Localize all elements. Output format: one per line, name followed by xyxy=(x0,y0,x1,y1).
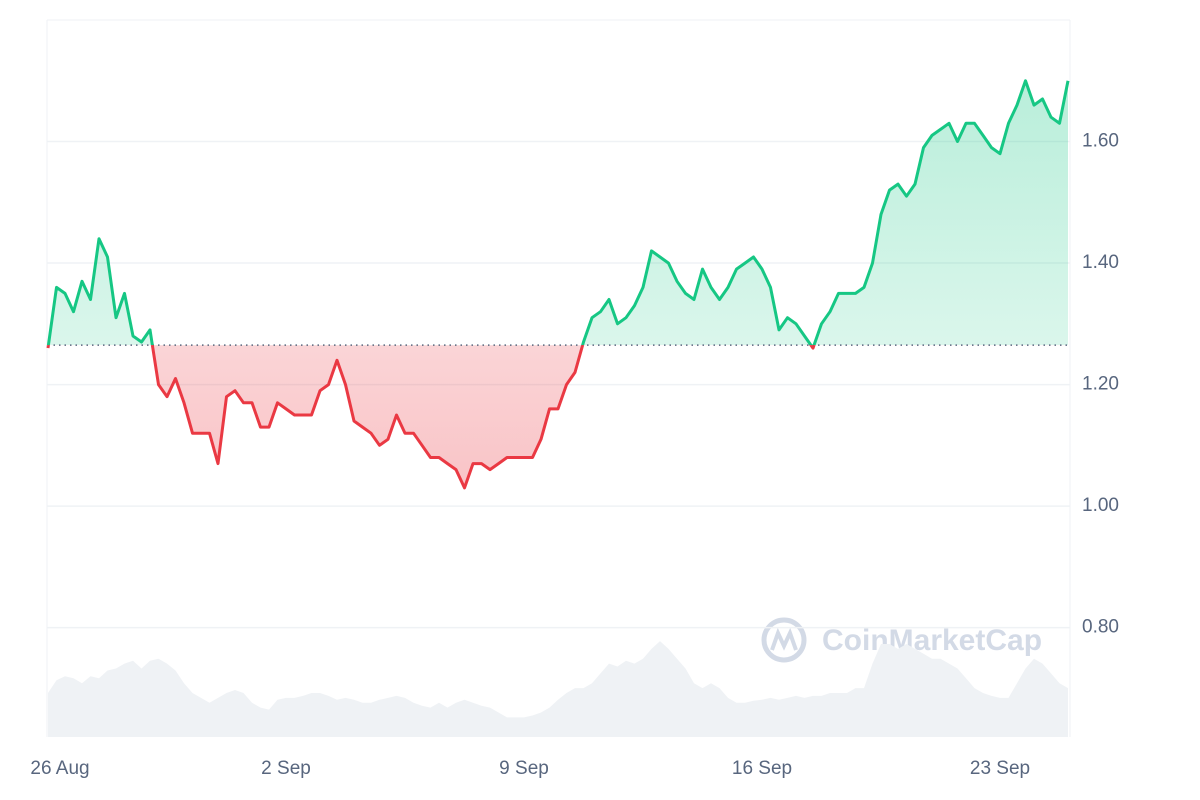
y-tick-label: 1.00 xyxy=(1082,495,1119,516)
x-tick-label: 9 Sep xyxy=(499,758,549,779)
price-line-above xyxy=(46,79,1070,346)
y-tick-label: 1.60 xyxy=(1082,131,1119,152)
watermark-logo-m xyxy=(770,627,798,651)
x-tick-label: 23 Sep xyxy=(970,758,1030,779)
x-tick-label: 16 Sep xyxy=(732,758,792,779)
x-tick-label: 26 Aug xyxy=(30,758,89,779)
y-tick-label: 1.20 xyxy=(1082,374,1119,395)
x-tick-label: 2 Sep xyxy=(261,758,311,779)
y-tick-label: 0.80 xyxy=(1082,617,1119,638)
watermark-text: CoinMarketCap xyxy=(822,624,1042,657)
y-tick-label: 1.40 xyxy=(1082,252,1119,273)
watermark: CoinMarketCap xyxy=(761,617,1042,663)
watermark-logo xyxy=(761,617,807,663)
price-line-below xyxy=(46,345,816,490)
volume-area xyxy=(48,641,1068,737)
area-above xyxy=(48,80,1068,346)
area-below xyxy=(48,345,1068,488)
